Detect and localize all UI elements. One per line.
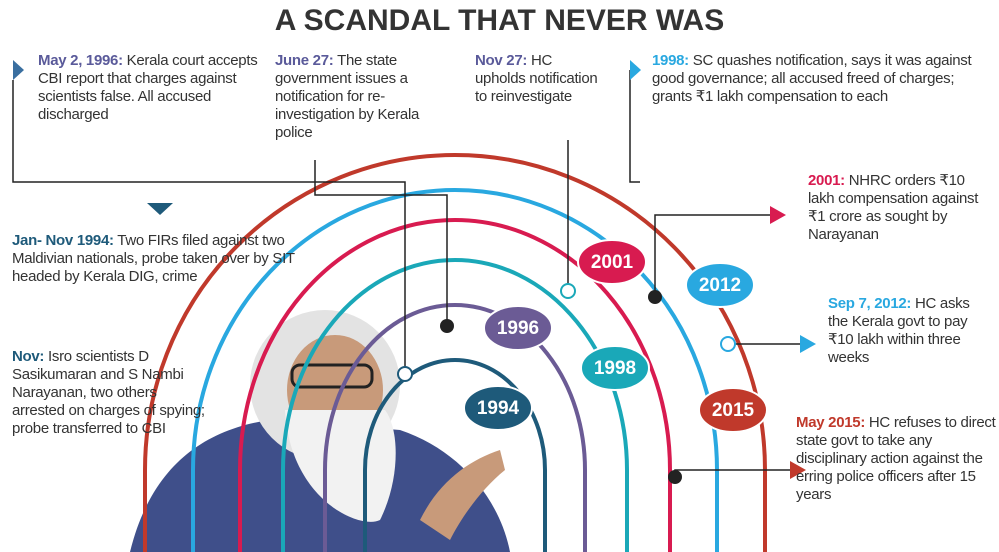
event-date: Nov: <box>12 348 44 365</box>
year-label: 1996 <box>497 318 539 339</box>
year-label: 2015 <box>712 400 755 421</box>
title: A SCANDAL THAT NEVER WAS <box>0 4 999 38</box>
event-date: Sep 7, 2012: <box>828 295 911 312</box>
year-label: 1994 <box>477 398 520 419</box>
event-date: Nov 27: <box>475 52 527 69</box>
event-date: 1998: <box>652 52 689 69</box>
year-label: 2001 <box>591 252 634 273</box>
event: May 2, 1996: Kerala court accepts CBI re… <box>38 52 263 124</box>
event-date: Jan- Nov 1994: <box>12 232 114 249</box>
event: Jan- Nov 1994: Two FIRs filed against tw… <box>12 232 312 286</box>
event: May 2015: HC refuses to direct state gov… <box>796 414 996 504</box>
event-text: SC quashes notification, says it was aga… <box>652 52 971 105</box>
infographic: 1994 1996 1998 2001 2012 2015 A SCANDAL THAT … <box>0 0 999 552</box>
event-date: 2001: <box>808 172 845 189</box>
event: Nov: Isro scientists D Sasikumaran and S… <box>12 348 207 438</box>
year-label: 2012 <box>699 275 741 296</box>
event: Sep 7, 2012: HC asks the Kerala govt to … <box>828 295 993 367</box>
event-date: June 27: <box>275 52 333 69</box>
event: Nov 27: HC upholds notification to reinv… <box>475 52 605 106</box>
event: 1998: SC quashes notification, says it w… <box>652 52 982 106</box>
event-date: May 2, 1996: <box>38 52 123 69</box>
event: June 27: The state government issues a n… <box>275 52 455 142</box>
event-date: May 2015: <box>796 414 865 431</box>
event: 2001: NHRC orders ₹10 lakh compensation … <box>808 172 993 244</box>
year-label: 1998 <box>594 358 636 379</box>
